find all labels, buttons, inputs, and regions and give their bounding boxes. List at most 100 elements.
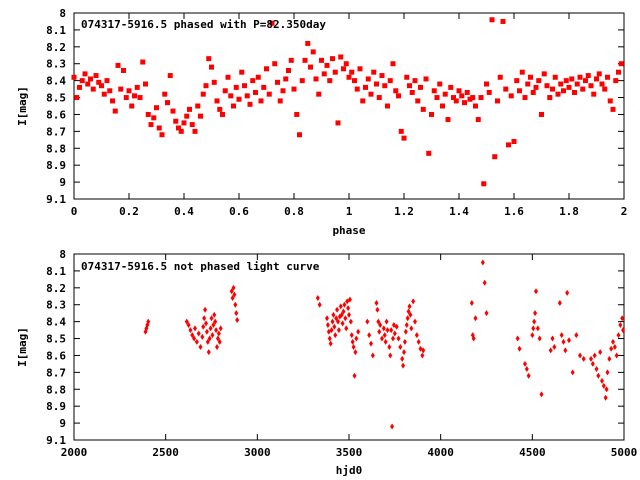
data-point bbox=[134, 84, 140, 90]
data-point bbox=[208, 325, 213, 332]
data-point bbox=[506, 142, 511, 148]
data-point bbox=[88, 76, 93, 82]
data-point bbox=[389, 327, 394, 334]
data-point bbox=[387, 344, 392, 350]
phased-light-curve-panel: 0 0.2 0.4 0.6 0.8 1 1.2 1.4 1.6 1.8 2 8 8.1 8.2 8.3 8.4… bbox=[16, 7, 627, 237]
data-point bbox=[79, 78, 85, 84]
data-point bbox=[385, 103, 390, 109]
data-point bbox=[583, 78, 588, 84]
data-point bbox=[211, 322, 216, 329]
y-tick-label: 8.8 bbox=[46, 383, 66, 396]
data-point bbox=[165, 100, 170, 106]
data-point bbox=[557, 300, 562, 307]
data-point bbox=[621, 327, 626, 334]
data-point bbox=[299, 78, 305, 84]
data-point bbox=[383, 338, 388, 345]
data-point bbox=[574, 81, 580, 87]
y-tick-label: 8.9 bbox=[46, 159, 66, 172]
data-point bbox=[369, 340, 373, 347]
data-point bbox=[592, 352, 597, 359]
data-point bbox=[440, 103, 445, 109]
data-point bbox=[205, 338, 210, 345]
data-point bbox=[368, 91, 374, 97]
data-point bbox=[269, 20, 275, 26]
data-point bbox=[535, 325, 540, 332]
data-point bbox=[234, 310, 239, 317]
data-point bbox=[198, 344, 203, 350]
data-point bbox=[534, 288, 538, 295]
data-point bbox=[572, 89, 577, 95]
data-point bbox=[390, 423, 395, 430]
data-point bbox=[611, 338, 615, 345]
data-point bbox=[379, 73, 385, 79]
y-tick-label: 8.6 bbox=[46, 108, 66, 121]
data-point bbox=[283, 76, 289, 82]
data-point bbox=[578, 352, 582, 359]
data-point bbox=[190, 332, 195, 339]
data-point bbox=[508, 93, 514, 99]
data-point bbox=[341, 66, 346, 72]
data-point bbox=[596, 372, 601, 379]
data-point bbox=[325, 315, 329, 322]
y-tick-label: 9.1 bbox=[46, 434, 66, 447]
data-point bbox=[110, 98, 115, 104]
data-point bbox=[548, 347, 553, 354]
data-point bbox=[552, 74, 558, 80]
data-point bbox=[371, 69, 377, 75]
data-point bbox=[600, 377, 604, 384]
data-point bbox=[352, 372, 357, 379]
data-point bbox=[599, 81, 605, 87]
data-point bbox=[104, 78, 110, 84]
data-point bbox=[332, 323, 337, 330]
data-point bbox=[85, 81, 91, 87]
data-point bbox=[605, 369, 610, 376]
data-point bbox=[82, 71, 88, 77]
data-point bbox=[388, 352, 393, 359]
x-tick-label: 4000 bbox=[427, 446, 454, 459]
data-point bbox=[214, 98, 220, 104]
data-point bbox=[325, 322, 330, 329]
data-point bbox=[132, 93, 137, 99]
data-point bbox=[591, 91, 597, 97]
data-point bbox=[247, 101, 253, 107]
x-tick-label: 3500 bbox=[336, 446, 363, 459]
data-point bbox=[420, 106, 426, 112]
data-point bbox=[71, 74, 77, 80]
data-point bbox=[618, 322, 623, 329]
data-point bbox=[434, 95, 440, 101]
data-point bbox=[297, 132, 302, 138]
data-point bbox=[539, 111, 544, 117]
data-point bbox=[333, 332, 338, 339]
x-tick-label: 2500 bbox=[152, 446, 179, 459]
y-tick-label: 8.7 bbox=[46, 125, 66, 138]
data-point bbox=[533, 310, 538, 317]
data-point bbox=[352, 78, 357, 84]
data-point bbox=[390, 61, 396, 67]
data-point bbox=[550, 335, 555, 342]
data-point bbox=[473, 103, 478, 109]
data-point bbox=[275, 79, 280, 85]
data-point bbox=[429, 111, 434, 117]
y-tick-label: 8.5 bbox=[46, 92, 66, 105]
data-point bbox=[319, 57, 324, 63]
data-point bbox=[233, 84, 239, 90]
data-point bbox=[526, 372, 531, 379]
data-point bbox=[204, 320, 208, 327]
data-point bbox=[565, 289, 570, 296]
data-point bbox=[330, 318, 335, 325]
data-point bbox=[421, 347, 426, 354]
y-tick-label: 9 bbox=[59, 176, 66, 189]
data-point bbox=[495, 98, 500, 104]
data-point bbox=[239, 69, 245, 75]
data-point bbox=[354, 86, 360, 92]
data-point bbox=[598, 349, 603, 356]
data-point bbox=[451, 95, 456, 101]
data-point bbox=[511, 139, 517, 145]
data-point bbox=[620, 315, 625, 322]
x-tick-label: 1.2 bbox=[394, 205, 414, 218]
data-point bbox=[327, 335, 332, 342]
data-point bbox=[233, 301, 238, 308]
data-point bbox=[202, 315, 207, 322]
data-point bbox=[250, 78, 256, 84]
data-point bbox=[382, 332, 387, 339]
